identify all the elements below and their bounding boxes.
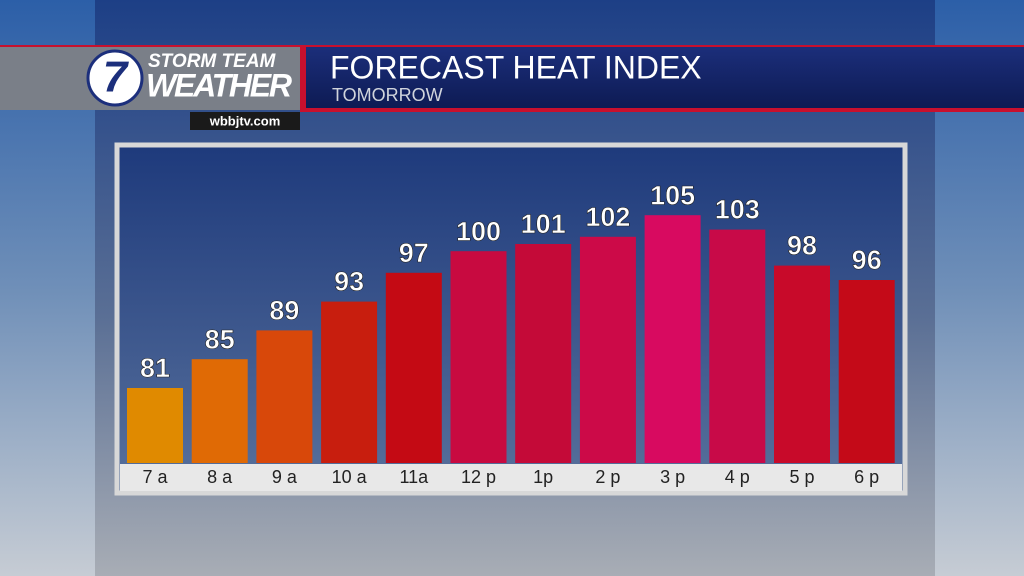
bar bbox=[450, 251, 507, 463]
website: wbbjtv.com bbox=[209, 113, 281, 128]
brand-line2: WEATHER bbox=[146, 67, 292, 103]
header-line bbox=[300, 108, 1024, 112]
value-label: 85 bbox=[205, 324, 235, 354]
value-label: 102 bbox=[585, 202, 630, 232]
x-tick-label: 9 a bbox=[272, 467, 298, 487]
x-tick-label: 10 a bbox=[332, 467, 368, 487]
brand-line1: STORM TEAM bbox=[148, 51, 277, 72]
x-tick-label: 5 p bbox=[789, 467, 814, 487]
bar bbox=[321, 301, 378, 463]
logo-bg bbox=[0, 45, 300, 110]
bar bbox=[256, 330, 313, 463]
bar bbox=[191, 359, 248, 463]
value-label: 93 bbox=[334, 267, 364, 297]
logo-number: 7 bbox=[103, 53, 130, 102]
value-label: 100 bbox=[456, 216, 501, 246]
x-tick-label: 8 a bbox=[207, 467, 233, 487]
x-tick-label: 1p bbox=[533, 467, 553, 487]
x-tick-label: 6 p bbox=[854, 467, 879, 487]
bar bbox=[579, 236, 636, 463]
logo-circle bbox=[86, 49, 144, 107]
x-tick-label: 11a bbox=[399, 467, 429, 487]
bar bbox=[515, 244, 572, 463]
value-label: 96 bbox=[852, 245, 882, 275]
value-label: 97 bbox=[399, 238, 429, 268]
value-label: 101 bbox=[521, 209, 566, 239]
website-bg bbox=[190, 112, 300, 130]
bar bbox=[644, 215, 701, 463]
chart-subtitle: TOMORROW bbox=[332, 85, 443, 105]
category-strip bbox=[120, 464, 902, 491]
bar bbox=[838, 280, 895, 463]
bar bbox=[127, 388, 183, 463]
bar bbox=[385, 272, 442, 463]
bar bbox=[774, 265, 830, 463]
x-tick-label: 2 p bbox=[595, 467, 620, 487]
value-label: 81 bbox=[140, 353, 170, 383]
header-line bbox=[0, 45, 1024, 47]
x-tick-label: 12 p bbox=[461, 467, 496, 487]
value-label: 105 bbox=[650, 180, 695, 210]
value-label: 89 bbox=[269, 296, 299, 326]
chart-frame bbox=[114, 142, 908, 496]
value-label: 98 bbox=[787, 231, 817, 261]
x-tick-label: 3 p bbox=[660, 467, 685, 487]
bar bbox=[709, 229, 766, 463]
x-tick-label: 7 a bbox=[142, 467, 168, 487]
x-tick-label: 4 p bbox=[725, 467, 750, 487]
value-label: 103 bbox=[715, 195, 760, 225]
chart-title: FORECAST HEAT INDEX bbox=[330, 49, 702, 85]
header-divider bbox=[300, 45, 306, 112]
